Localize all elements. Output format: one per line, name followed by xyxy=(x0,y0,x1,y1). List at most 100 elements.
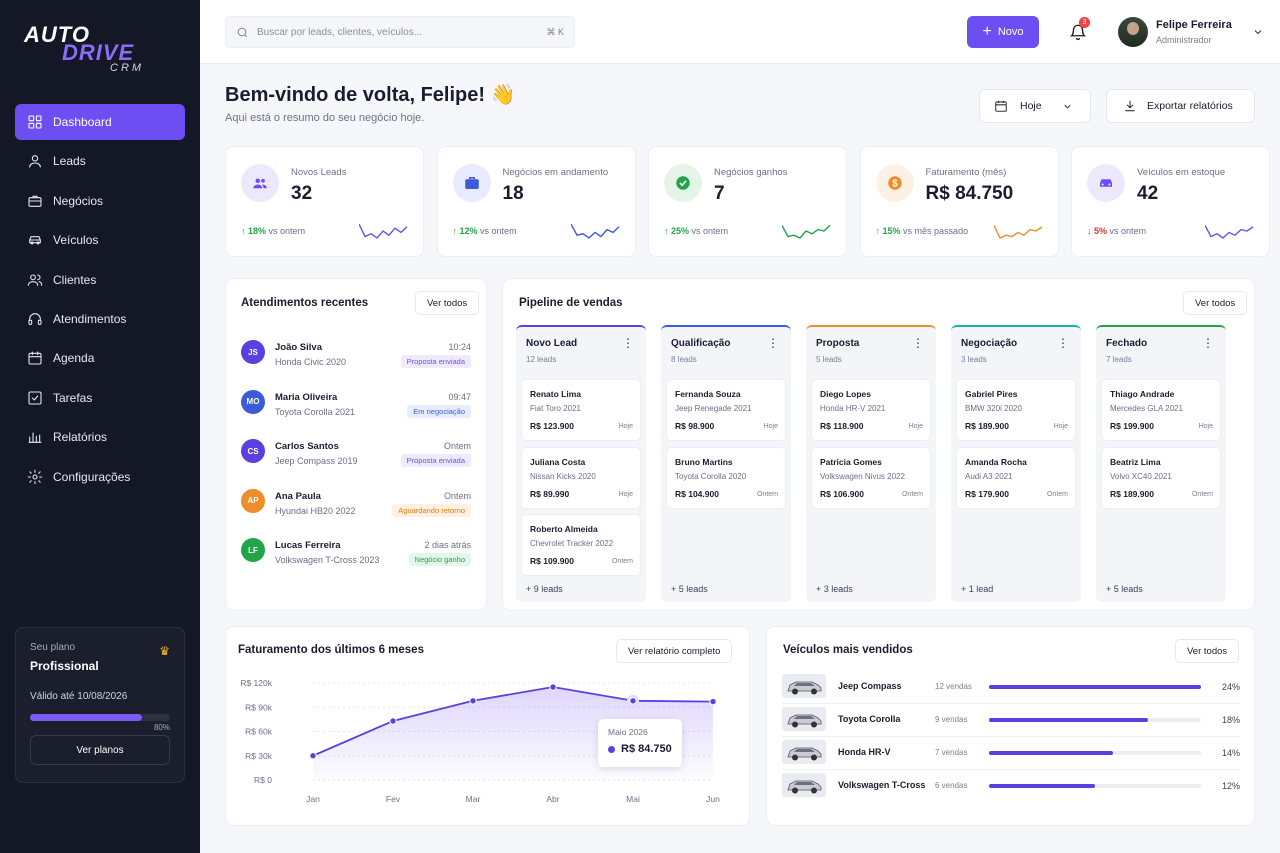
contact-time: 2 dias atrás xyxy=(424,540,471,550)
lead-card[interactable]: Gabriel Pires BMW 320i 2020 R$ 189.900 Hoje xyxy=(956,379,1076,441)
sparkline xyxy=(570,224,619,239)
stat-delta-value: 25% xyxy=(671,226,690,236)
sidebar-item-agenda[interactable]: Agenda xyxy=(15,340,185,376)
lead-card[interactable]: Amanda Rocha Audi A3 2021 R$ 179.900 Ontem xyxy=(956,446,1076,509)
stat-card: Veículos em estoque 42 ↓ 5% vs ontem xyxy=(1071,146,1270,257)
more-leads-link[interactable]: + 5 leads xyxy=(1106,584,1143,594)
vehicle-row[interactable]: Volkswagen T-Cross 6 vendas 12% xyxy=(782,773,1240,799)
column-count: 8 leads xyxy=(671,355,697,364)
more-vertical-icon[interactable]: ⋮ xyxy=(1057,336,1069,350)
data-point[interactable] xyxy=(309,752,317,760)
lead-card[interactable]: Fernanda Souza Jeep Renegade 2021 R$ 98.90… xyxy=(666,379,786,441)
arrow-up-icon: ↑ xyxy=(452,226,458,236)
recent-title: Atendimentos recentes xyxy=(241,297,369,309)
sidebar-item-atendimentos[interactable]: Atendimentos xyxy=(15,301,185,337)
more-leads-link[interactable]: + 3 leads xyxy=(816,584,853,594)
lead-card[interactable]: Thiago Andrade Mercedes GLA 2021 R$ 199.90… xyxy=(1101,379,1221,441)
arrow-down-icon: ↓ xyxy=(1087,226,1092,236)
check-circle-icon xyxy=(664,164,702,202)
column-title: Novo Lead xyxy=(526,338,578,349)
pipeline-column: Proposta 5 leads ⋮ Diego Lopes Honda HR-V 20… xyxy=(806,325,936,602)
sidebar-item-clientes[interactable]: Clientes xyxy=(15,262,185,298)
vehicle-row[interactable]: Honda HR-V 7 vendas 14% xyxy=(782,740,1240,766)
stat-delta: ↓ 5% vs ontem xyxy=(1087,226,1146,236)
lead-time: Ontem xyxy=(1191,490,1213,498)
arrow-up-icon: ↑ xyxy=(241,226,246,236)
more-vertical-icon[interactable]: ⋮ xyxy=(1202,336,1214,350)
share-bar-fill xyxy=(989,685,1201,689)
x-tick-label: Jun xyxy=(706,794,720,804)
lead-card[interactable]: Bruno Martins Toyota Corolla 2020 R$ 104.9… xyxy=(666,446,786,509)
data-point[interactable] xyxy=(629,697,637,705)
sidebar-item-negocios[interactable]: Negócios xyxy=(15,183,185,219)
contact-time: Ontem xyxy=(443,490,471,501)
full-report-button[interactable]: Ver relatório completo xyxy=(616,639,733,663)
lead-card[interactable]: Beatriz Lima Volvo XC40 2021 R$ 189.900 Ont… xyxy=(1101,446,1221,509)
brand-logo[interactable]: AUTO DRIVE CRM xyxy=(24,24,164,78)
contact-car: Toyota Corolla 2021 xyxy=(275,406,356,417)
sidebar-item-dashboard[interactable]: Dashboard xyxy=(15,104,185,140)
lead-card[interactable]: Juliana Costa Nissan Kicks 2020 R$ 89.990 H… xyxy=(521,446,641,509)
lead-card[interactable]: Renato Lima Fiat Toro 2021 R$ 123.900 Hoje xyxy=(521,379,641,441)
more-vertical-icon[interactable]: ⋮ xyxy=(622,336,634,350)
sidebar-nav: Dashboard Leads Negócios Veículos Clientes At… xyxy=(15,104,185,498)
more-leads-link[interactable]: + 1 lead xyxy=(961,584,994,594)
contact-name: Ana Paula xyxy=(275,490,321,502)
more-leads-link[interactable]: + 5 leads xyxy=(671,584,708,594)
sidebar-item-label: Dashboard xyxy=(53,115,112,129)
contact-time: Ontem xyxy=(443,441,471,451)
pipeline-column: Qualificação 8 leads ⋮ Fernanda Souza Jeep R… xyxy=(661,325,791,602)
list-item[interactable]: CS Carlos Santos Jeep Compass 2019 Ontem Pro… xyxy=(241,439,471,479)
data-point[interactable] xyxy=(469,697,477,705)
data-point[interactable] xyxy=(549,683,557,691)
y-tick-label: R$ 60k xyxy=(245,727,273,737)
list-item[interactable]: JS João Silva Honda Civic 2020 10:24 Propost… xyxy=(241,340,471,380)
column-title: Qualificação xyxy=(671,338,731,349)
recent-view-all-button[interactable]: Ver todos xyxy=(415,291,480,315)
export-reports-button[interactable]: Exportar relatórios xyxy=(1106,89,1255,123)
sidebar-item-relatorios[interactable]: Relatórios xyxy=(15,419,185,455)
vehicles-view-all-button[interactable]: Ver todos xyxy=(1175,639,1240,663)
list-item[interactable]: AP Ana Paula Hyundai HB20 2022 Ontem Aguarda… xyxy=(241,488,471,529)
contact-name: Carlos Santos xyxy=(275,441,339,452)
period-select[interactable]: Hoje xyxy=(979,89,1091,123)
pipeline-column: Negociação 3 leads ⋮ Gabriel Pires BMW 320i … xyxy=(951,325,1081,602)
sidebar-item-label: Negócios xyxy=(53,193,104,208)
data-point[interactable] xyxy=(389,717,397,725)
sidebar-item-veiculos[interactable]: Veículos xyxy=(15,222,185,258)
sidebar-item-leads[interactable]: Leads xyxy=(15,143,185,179)
more-leads-link[interactable]: + 9 leads xyxy=(526,584,563,594)
stat-label: Veículos em estoque xyxy=(1137,167,1226,178)
list-item[interactable]: LF Lucas Ferreira Volkswagen T-Cross 2023 2… xyxy=(241,538,471,578)
lead-card[interactable]: Patricia Gomes Volkswagen Nivus 2022 R$ 10… xyxy=(811,446,931,509)
list-item[interactable]: MO Maria Oliveira Toyota Corolla 2021 09:47… xyxy=(241,389,471,430)
lead-car: Chevrolet Tracker 2022 xyxy=(530,539,614,548)
search-input[interactable]: Buscar por leads, clientes, veículos... … xyxy=(225,16,575,48)
vehicle-row[interactable]: Toyota Corolla 9 vendas 18% xyxy=(782,707,1240,733)
lead-card[interactable]: Roberto Almeida Chevrolet Tracker 2022 R$ … xyxy=(521,514,641,576)
svg-text:$: $ xyxy=(892,178,898,189)
lead-card[interactable]: Diego Lopes Honda HR-V 2021 R$ 118.900 Hoje xyxy=(811,379,931,441)
top-vehicles-card: Veículos mais vendidos Ver todos Jeep Co… xyxy=(766,626,1255,826)
sidebar-item-configuracoes[interactable]: Configurações xyxy=(15,459,185,495)
status-badge: Proposta enviada xyxy=(400,454,471,467)
x-tick-label: Mar xyxy=(466,794,481,804)
sparkline xyxy=(359,224,408,239)
sidebar-item-label: Veículos xyxy=(53,233,99,248)
lead-car: Toyota Corolla 2020 xyxy=(675,471,747,481)
status-badge: Negócio ganho xyxy=(408,553,471,566)
vehicle-row[interactable]: Jeep Compass 12 vendas 24% xyxy=(782,674,1240,700)
sidebar-item-tarefas[interactable]: Tarefas xyxy=(15,380,185,416)
user-menu[interactable]: Felipe Ferreira Administrador xyxy=(1118,17,1264,47)
more-vertical-icon[interactable]: ⋮ xyxy=(912,336,924,350)
pipeline-view-all-button[interactable]: Ver todos xyxy=(1183,291,1248,315)
sidebar-item-label: Clientes xyxy=(53,272,97,287)
plan-label: Seu plano xyxy=(30,642,76,653)
data-point[interactable] xyxy=(709,697,717,706)
new-button[interactable]: + Novo xyxy=(967,16,1039,48)
notifications-button[interactable]: 3 xyxy=(1066,17,1090,44)
bar-chart-icon xyxy=(28,432,42,443)
view-plans-button[interactable]: Ver planos xyxy=(30,735,170,765)
more-vertical-icon[interactable]: ⋮ xyxy=(767,336,779,350)
contact-car: Hyundai HB20 2022 xyxy=(275,505,356,516)
